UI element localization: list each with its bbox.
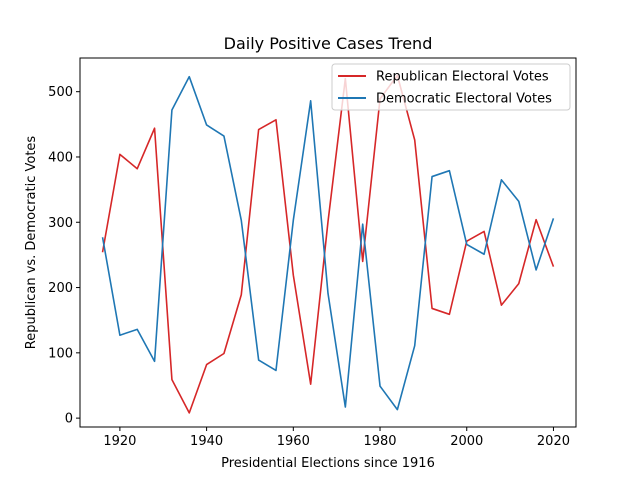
y-tick-label: 200	[48, 281, 73, 296]
chart-title: Daily Positive Cases Trend	[224, 34, 433, 53]
data-point-democratic	[552, 217, 554, 219]
data-point-democratic	[327, 292, 329, 294]
data-point-democratic	[466, 243, 468, 245]
data-point-democratic	[414, 345, 416, 347]
data-point-democratic	[535, 269, 537, 271]
data-point-democratic	[396, 409, 398, 411]
data-point-democratic	[379, 385, 381, 387]
data-point-democratic	[206, 124, 208, 126]
legend-label-republican: Republican Electoral Votes	[376, 70, 549, 85]
data-point-democratic	[223, 135, 225, 137]
y-tick-label: 0	[65, 412, 73, 427]
data-point-democratic	[275, 369, 277, 371]
x-tick-label: 2020	[537, 434, 570, 449]
y-tick-label: 500	[48, 85, 73, 100]
data-point-republican	[431, 307, 433, 309]
data-point-republican	[310, 383, 312, 385]
data-point-democratic	[188, 76, 190, 78]
data-point-republican	[223, 352, 225, 354]
data-point-democratic	[344, 406, 346, 408]
series-line-republican	[101, 74, 555, 414]
data-point-republican	[188, 412, 190, 414]
axis-ticks: 1920 1940 1960 1980 2000 2020 0 100 200 300 400 500	[48, 85, 570, 449]
x-tick-label: 2000	[450, 434, 483, 449]
data-point-democratic	[310, 100, 312, 102]
legend-label-democratic: Democratic Electoral Votes	[376, 92, 552, 107]
legend: Republican Electoral Votes Democratic El…	[331, 63, 571, 111]
data-point-democratic	[154, 360, 156, 362]
data-point-democratic	[292, 219, 294, 221]
y-axis-title: Republican vs. Democratic Votes	[24, 136, 39, 350]
y-tick-label: 100	[48, 346, 73, 361]
data-point-republican	[102, 251, 104, 253]
data-point-democratic	[500, 179, 502, 181]
data-point-republican	[362, 260, 364, 262]
axes-frame	[79, 57, 577, 428]
data-point-democratic	[362, 223, 364, 225]
data-point-republican	[240, 294, 242, 296]
x-tick-label: 1980	[363, 434, 396, 449]
data-point-democratic	[448, 170, 450, 172]
data-point-republican	[483, 230, 485, 232]
plot-area	[101, 74, 555, 414]
data-point-republican	[275, 119, 277, 121]
data-point-republican	[552, 266, 554, 268]
data-point-republican	[171, 379, 173, 381]
x-tick-label: 1960	[277, 434, 310, 449]
data-point-republican	[327, 221, 329, 223]
data-point-democratic	[240, 219, 242, 221]
data-point-republican	[136, 168, 138, 170]
data-point-democratic	[102, 236, 104, 238]
x-axis-title: Presidential Elections since 1916	[221, 456, 435, 471]
data-point-republican	[500, 304, 502, 306]
data-point-republican	[518, 283, 520, 285]
data-point-republican	[206, 364, 208, 366]
data-point-republican	[119, 153, 121, 155]
data-point-democratic	[136, 328, 138, 330]
data-point-republican	[414, 139, 416, 141]
data-point-democratic	[119, 334, 121, 336]
data-point-republican	[535, 219, 537, 221]
data-point-democratic	[258, 359, 260, 361]
y-tick-label: 300	[48, 216, 73, 231]
legend-box	[331, 63, 571, 111]
data-point-republican	[154, 127, 156, 129]
data-point-democratic	[483, 253, 485, 255]
series-line-democratic	[101, 75, 555, 411]
data-point-democratic	[171, 109, 173, 111]
data-point-republican	[258, 129, 260, 131]
data-point-democratic	[518, 200, 520, 202]
x-tick-label: 1940	[190, 434, 223, 449]
data-point-republican	[448, 313, 450, 315]
data-point-democratic	[431, 176, 433, 178]
y-tick-label: 400	[48, 150, 73, 165]
data-point-republican	[292, 274, 294, 276]
x-tick-label: 1920	[103, 434, 136, 449]
